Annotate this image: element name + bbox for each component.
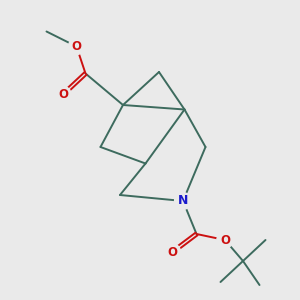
Circle shape [175, 193, 191, 209]
Circle shape [68, 38, 85, 55]
Text: N: N [178, 194, 188, 208]
Text: O: O [220, 233, 230, 247]
Circle shape [164, 244, 181, 260]
Text: O: O [71, 40, 82, 53]
Circle shape [55, 86, 71, 103]
Circle shape [217, 232, 233, 248]
Text: O: O [58, 88, 68, 101]
Text: O: O [167, 245, 178, 259]
